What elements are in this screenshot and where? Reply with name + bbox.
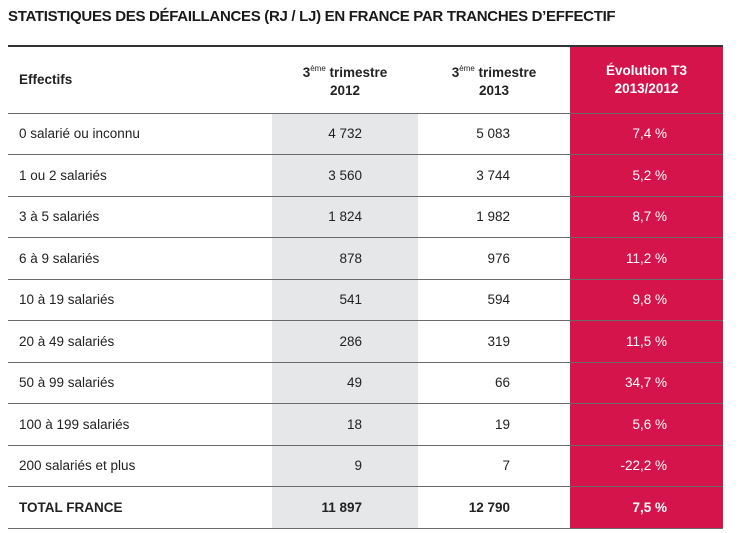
row-label: 20 à 49 salariés	[8, 320, 272, 363]
header-cell: 3ème trimestre 2013	[418, 46, 570, 114]
table-row: 100 à 199 salariés 18 19 5,6 %	[8, 403, 723, 446]
header-cell: Effectifs	[8, 46, 272, 114]
table-body: 0 salarié ou inconnu 4 732 5 083 7,4 % 1 ou …	[8, 113, 723, 529]
header-line: Évolution T3	[570, 62, 723, 80]
table-row: TOTAL FRANCE 11 897 12 790 7,5 %	[8, 486, 723, 529]
cell-value: 11,2 %	[570, 237, 723, 280]
cell-value: 49	[272, 362, 418, 404]
row-label: 10 à 19 salariés	[8, 279, 272, 321]
row-label: 1 ou 2 salariés	[8, 154, 272, 197]
table-row: 3 à 5 salariés 1 824 1 982 8,7 %	[8, 196, 723, 238]
cell-value: 3 560	[272, 154, 418, 197]
cell-value: 286	[272, 320, 418, 363]
cell-value: 3 744	[418, 154, 570, 197]
header-text: Évolution T3	[606, 62, 687, 78]
cell-value: 7,4 %	[570, 113, 723, 155]
cell-value: 7,5 %	[570, 486, 723, 529]
header-label: Effectifs	[19, 71, 73, 87]
cell-value: 1 824	[272, 196, 418, 238]
cell-value: 5,6 %	[570, 403, 723, 446]
row-label: 100 à 199 salariés	[8, 403, 272, 446]
table-header: Effectifs 3ème trimestre 2012 3ème trimestr…	[8, 46, 723, 114]
header-number: 3	[451, 64, 460, 80]
cell-value: 66	[418, 362, 570, 404]
table-row: 6 à 9 salariés 878 976 11,2 %	[8, 237, 723, 280]
row-label: 0 salarié ou inconnu	[8, 113, 272, 155]
cell-value: 319	[418, 320, 570, 363]
header-cell: Évolution T3 2013/2012	[570, 46, 723, 114]
header-line2: 2013	[478, 82, 510, 98]
table-row: 50 à 99 salariés 49 66 34,7 %	[8, 362, 723, 404]
cell-value: 976	[418, 237, 570, 280]
row-label: 200 salariés et plus	[8, 445, 272, 487]
cell-value: 1 982	[418, 196, 570, 238]
cell-value: 12 790	[418, 486, 570, 529]
cell-value: 7	[418, 445, 570, 487]
cell-value: 34,7 %	[570, 362, 723, 404]
table-row: 200 salariés et plus 9 7 -22,2 %	[8, 445, 723, 487]
cell-value: 9,8 %	[570, 279, 723, 321]
cell-value: 18	[272, 403, 418, 446]
cell-value: 8,7 %	[570, 196, 723, 238]
header-row: Effectifs 3ème trimestre 2012 3ème trimestr…	[8, 46, 723, 114]
table: Effectifs 3ème trimestre 2012 3ème trimestr…	[8, 45, 723, 529]
header-line: 3ème trimestre	[418, 60, 570, 82]
table-row: 0 salarié ou inconnu 4 732 5 083 7,4 %	[8, 113, 723, 155]
cell-value: 4 732	[272, 113, 418, 155]
cell-value: 9	[272, 445, 418, 487]
header-line: 3ème trimestre	[272, 60, 418, 82]
header-text: trimestre	[329, 64, 388, 80]
cell-value: 11 897	[272, 486, 418, 529]
cell-value: 5 083	[418, 113, 570, 155]
table-row: 10 à 19 salariés 541 594 9,8 %	[8, 279, 723, 321]
row-label: 50 à 99 salariés	[8, 362, 272, 404]
header-line2: 2012	[329, 82, 361, 98]
cell-value: -22,2 %	[570, 445, 723, 487]
cell-value: 11,5 %	[570, 320, 723, 363]
header-number: 3	[302, 64, 311, 80]
table-row: 1 ou 2 salariés 3 560 3 744 5,2 %	[8, 154, 723, 197]
cell-value: 594	[418, 279, 570, 321]
header-text: trimestre	[478, 64, 537, 80]
header-cell: 3ème trimestre 2012	[272, 46, 418, 114]
cell-value: 5,2 %	[570, 154, 723, 197]
table-row: 20 à 49 salariés 286 319 11,5 %	[8, 320, 723, 363]
row-label: 6 à 9 salariés	[8, 237, 272, 280]
cell-value: 878	[272, 237, 418, 280]
cell-value: 19	[418, 403, 570, 446]
header-line2: 2013/2012	[614, 80, 679, 96]
cell-value: 541	[272, 279, 418, 321]
row-label: 3 à 5 salariés	[8, 196, 272, 238]
header-superscript: ème	[459, 63, 475, 73]
header-superscript: ème	[310, 63, 326, 73]
row-label: TOTAL FRANCE	[8, 486, 272, 529]
title: STATISTIQUES DES DÉFAILLANCES (RJ / LJ) …	[8, 8, 616, 25]
